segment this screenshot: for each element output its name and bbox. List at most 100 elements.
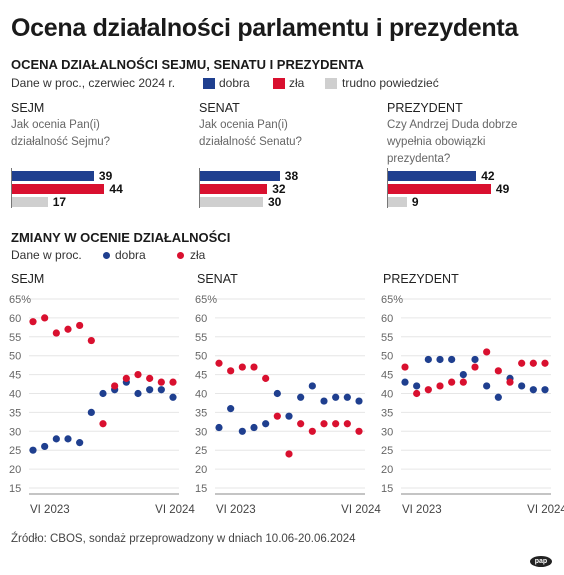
- point-bad: [320, 420, 328, 428]
- point-bad: [494, 367, 502, 375]
- x-tick-label: VI 2024: [155, 504, 195, 516]
- bar-value-good: 39: [98, 169, 113, 183]
- point-bad: [41, 314, 49, 322]
- y-tick-label: 20: [195, 464, 207, 476]
- point-good: [64, 435, 72, 443]
- panel-title-senat: SENAT: [199, 101, 240, 115]
- panel-question-sejm: Jak ocenia Pan(i) działalność Sejmu?: [11, 119, 111, 148]
- y-tick-label: 60: [381, 313, 393, 325]
- point-bad: [262, 374, 270, 382]
- bar-axis-senat: [199, 168, 200, 208]
- bar-good: [388, 171, 477, 181]
- point-good: [227, 405, 235, 413]
- scatter-title-senat: SENAT: [197, 272, 238, 286]
- point-bad: [29, 318, 37, 326]
- section1-note: Dane w proc., czerwiec 2024 r.: [11, 76, 176, 90]
- point-good: [215, 423, 223, 432]
- bar-value-good: 38: [284, 169, 299, 183]
- bar-hard: [200, 197, 263, 207]
- panel-question-prezydent: Czy Andrzej Duda dobrze wypełnia obowiąz…: [387, 119, 518, 165]
- point-bad: [146, 374, 154, 382]
- point-bad: [518, 359, 526, 367]
- point-good: [41, 442, 49, 451]
- point-bad: [227, 367, 235, 375]
- point-bad: [250, 363, 258, 371]
- legend-label-bad: zła: [289, 76, 305, 90]
- bar-value-bad: 49: [495, 182, 510, 196]
- section2-heading: ZMIANY W OCENIE DZIAŁALNOŚCI: [11, 230, 231, 245]
- point-good: [297, 393, 305, 401]
- bar-bad: [12, 184, 105, 194]
- section1-heading: OCENA DZIAŁALNOŚCI SEJMU, SENATU I PREZY…: [11, 57, 364, 72]
- y-tick-label: 55: [9, 332, 21, 344]
- point-bad: [424, 386, 432, 394]
- scatter-title-sejm: SEJM: [11, 272, 44, 286]
- bar-good: [200, 171, 280, 181]
- bar-bad: [388, 184, 491, 194]
- y-tick-label: 55: [381, 332, 393, 344]
- bar-value-hard: 30: [268, 195, 282, 209]
- point-bad: [308, 427, 316, 435]
- y-tick-label: 15: [381, 483, 393, 495]
- y-tick-label: 25: [381, 445, 393, 457]
- legend-dot-label-good: dobra: [115, 248, 146, 262]
- x-tick-label: VI 2023: [402, 504, 442, 516]
- point-good: [308, 382, 316, 390]
- point-good: [134, 389, 142, 398]
- point-good: [273, 389, 281, 398]
- bar-hard: [12, 197, 48, 207]
- point-good: [52, 435, 60, 443]
- point-bad: [111, 382, 119, 390]
- y-tick-label: 45: [9, 370, 21, 382]
- point-good: [401, 378, 409, 386]
- pap-logo: pap: [530, 556, 552, 567]
- y-tick-label: 15: [195, 483, 207, 495]
- y-tick-label: 25: [9, 445, 21, 457]
- point-good: [494, 393, 502, 401]
- y-tick-label: 45: [381, 370, 393, 382]
- panel-title-prezydent: PREZYDENT: [387, 101, 463, 115]
- scatter-title-prezydent: PREZYDENT: [383, 272, 459, 286]
- bar-value-bad: 32: [272, 182, 286, 196]
- point-bad: [273, 412, 281, 420]
- y-tick-label: 65%: [381, 294, 403, 306]
- point-bad: [506, 378, 514, 386]
- point-bad: [541, 359, 549, 367]
- bar-bad: [200, 184, 268, 194]
- y-tick-label: 60: [195, 313, 207, 325]
- point-good: [285, 412, 293, 420]
- point-good: [529, 386, 537, 394]
- y-tick-label: 40: [9, 389, 21, 401]
- point-bad: [64, 325, 72, 333]
- point-good: [459, 371, 467, 379]
- legend-swatch-hard: [325, 78, 337, 89]
- point-bad: [122, 374, 130, 382]
- point-good: [157, 386, 165, 394]
- y-tick-label: 40: [381, 389, 393, 401]
- point-bad: [297, 420, 305, 428]
- point-good: [87, 408, 95, 416]
- point-good: [250, 423, 258, 432]
- x-tick-label: VI 2023: [30, 504, 70, 516]
- x-tick-label: VI 2024: [341, 504, 381, 516]
- section2-note: Dane w proc.: [11, 248, 82, 262]
- point-bad: [413, 389, 421, 398]
- point-good: [146, 386, 154, 394]
- point-bad: [471, 363, 479, 371]
- bar-value-hard: 9: [411, 195, 419, 209]
- legend-dot-good: [103, 252, 110, 259]
- panel-title-sejm: SEJM: [11, 101, 45, 115]
- legend-label-hard: trudno powiedzieć: [342, 76, 439, 90]
- y-tick-label: 20: [9, 464, 21, 476]
- point-bad: [238, 363, 246, 371]
- y-tick-label: 35: [381, 407, 393, 419]
- bar-good: [12, 171, 94, 181]
- y-tick-label: 30: [381, 426, 393, 438]
- y-tick-label: 60: [9, 313, 21, 325]
- y-tick-label: 50: [195, 351, 207, 363]
- point-bad: [134, 371, 142, 379]
- point-good: [471, 355, 479, 364]
- bar-value-bad: 44: [109, 182, 123, 196]
- legend-label-good: dobra: [219, 76, 250, 90]
